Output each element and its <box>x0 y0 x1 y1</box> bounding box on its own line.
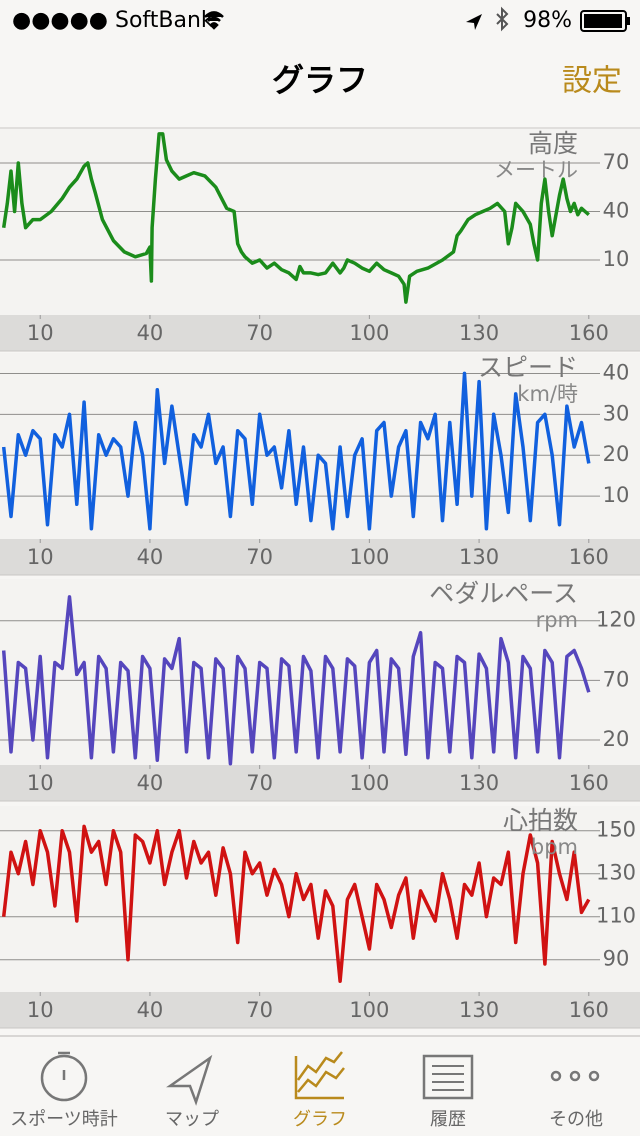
y-tick-label: 10 <box>603 247 630 271</box>
data-line <box>1 132 590 304</box>
chart-unit: km/時 <box>517 382 578 406</box>
tab-icons <box>40 1051 600 1106</box>
y-tick-label: 20 <box>603 727 630 751</box>
y-tick-label: 20 <box>603 442 630 466</box>
tab-label[interactable]: 履歴 <box>430 1109 466 1130</box>
x-tick-label: 40 <box>137 545 164 569</box>
map-icon <box>166 1054 213 1106</box>
data-line <box>1 824 591 983</box>
tab-label[interactable]: グラフ <box>293 1109 347 1130</box>
more-dot <box>550 1070 562 1082</box>
x-tick-label: 160 <box>569 545 609 569</box>
battery-tip <box>627 17 630 25</box>
y-tick-label: 40 <box>603 360 630 384</box>
x-tick-label: 130 <box>459 998 499 1022</box>
history-icon <box>422 1054 474 1100</box>
tab-bar <box>0 1036 640 1136</box>
y-tick-label: 70 <box>603 667 630 691</box>
y-tick-label: 30 <box>603 401 630 425</box>
chart-title: 心拍数 <box>503 806 578 835</box>
chart-title: 高度 <box>528 129 578 158</box>
location-icon <box>466 14 482 30</box>
x-tick-label: 160 <box>569 998 609 1022</box>
x-axis-strip <box>0 315 640 351</box>
data-line <box>1 371 591 531</box>
y-tick-label: 120 <box>596 608 636 632</box>
plot-bg <box>0 353 640 539</box>
x-tick-label: 100 <box>349 321 389 345</box>
graph-icon <box>294 1051 345 1100</box>
x-tick-label: 70 <box>246 771 273 795</box>
x-tick-label: 40 <box>137 771 164 795</box>
y-tick-label: 130 <box>596 861 636 885</box>
x-tick-label: 100 <box>349 545 389 569</box>
x-tick-label: 70 <box>246 545 273 569</box>
chart-unit: bpm <box>531 835 578 859</box>
stopwatch-hand <box>58 1051 70 1080</box>
x-tick-label: 130 <box>459 545 499 569</box>
data-line <box>1 595 591 766</box>
x-tick-label: 40 <box>137 998 164 1022</box>
tab-label[interactable]: マップ <box>165 1109 219 1130</box>
stopwatch-icon <box>40 1054 88 1102</box>
y-tick-label: 40 <box>603 198 630 222</box>
history-lines <box>432 1065 464 1091</box>
x-tick-label: 100 <box>349 771 389 795</box>
chart-title: スピード <box>478 353 578 382</box>
battery-icon <box>580 10 627 32</box>
battery-level <box>584 14 622 28</box>
x-tick-label: 70 <box>246 998 273 1022</box>
x-tick-label: 10 <box>27 771 54 795</box>
plot-bg <box>0 129 640 315</box>
x-tick-label: 160 <box>569 321 609 345</box>
more-dot <box>569 1070 581 1082</box>
chart-title: ペダルペース <box>429 579 578 608</box>
more-dot <box>588 1070 600 1082</box>
x-tick-label: 10 <box>27 998 54 1022</box>
x-axis-strip <box>0 992 640 1028</box>
chart-unit: rpm <box>536 608 578 632</box>
x-axis-strip <box>0 539 640 575</box>
y-tick-label: 10 <box>603 483 630 507</box>
x-tick-label: 10 <box>27 545 54 569</box>
x-tick-label: 160 <box>569 771 609 795</box>
y-tick-label: 70 <box>603 150 630 174</box>
x-tick-label: 10 <box>27 321 54 345</box>
plot-bg <box>0 806 640 992</box>
tab-label[interactable]: スポーツ時計 <box>10 1109 118 1130</box>
x-tick-label: 40 <box>137 321 164 345</box>
x-tick-label: 70 <box>246 321 273 345</box>
x-tick-label: 100 <box>349 998 389 1022</box>
y-tick-label: 110 <box>596 904 636 928</box>
battery-percent: 98% <box>523 8 572 33</box>
header-bg <box>0 0 640 128</box>
nav-title: グラフ <box>272 61 368 99</box>
tab-label[interactable]: その他 <box>549 1109 603 1130</box>
x-axis-strip <box>0 765 640 801</box>
bluetooth-icon <box>496 6 509 32</box>
y-tick-label: 90 <box>603 947 630 971</box>
y-tick-label: 150 <box>596 818 636 842</box>
wifi-icon <box>204 11 224 30</box>
settings-button[interactable]: 設定 <box>562 64 622 99</box>
x-tick-label: 130 <box>459 771 499 795</box>
chart-unit: メートル <box>494 158 578 182</box>
x-tick-label: 130 <box>459 321 499 345</box>
carrier: ●●●●● SoftBank <box>12 8 214 33</box>
